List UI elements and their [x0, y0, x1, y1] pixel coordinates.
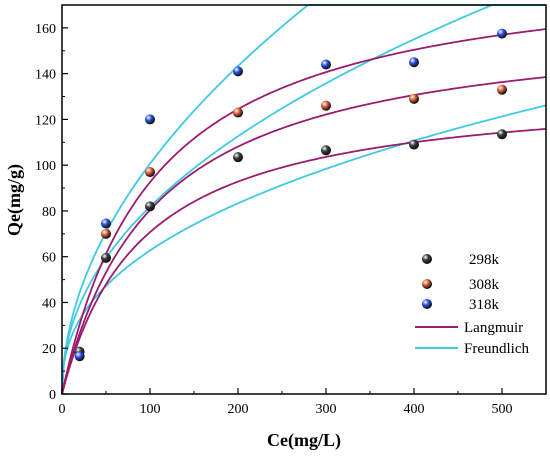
x-tick-label: 100 — [140, 402, 161, 417]
y-tick-label: 80 — [42, 205, 56, 220]
point-318k-6 — [409, 57, 419, 68]
legend-marker-298k — [422, 254, 432, 264]
y-tick-label: 120 — [35, 113, 56, 128]
point-308k-1 — [101, 228, 111, 239]
y-tick-label: 140 — [35, 68, 56, 83]
legend-label-318k: 318k — [469, 297, 500, 313]
point-308k-5 — [409, 93, 419, 104]
point-318k-3 — [145, 114, 155, 125]
langmuir-fit-curve-3 — [61, 28, 547, 395]
langmuir-fit-curve-1 — [61, 128, 547, 395]
legend-label-langmuir: Langmuir — [464, 320, 523, 336]
legend-label-308k: 308k — [469, 277, 500, 293]
x-tick-label: 200 — [228, 402, 249, 417]
point-298k-2 — [101, 252, 111, 263]
point-298k-4 — [233, 152, 243, 163]
x-tick-label: 500 — [492, 402, 513, 417]
point-318k-7 — [497, 28, 507, 39]
x-axis-ticks: 0 100 200 300 400 500 — [59, 388, 513, 417]
y-tick-label: 100 — [35, 159, 56, 174]
point-298k-6 — [409, 139, 419, 150]
freundlich-fit-curve-1 — [61, 104, 547, 395]
data-points — [74, 28, 507, 362]
point-298k-5 — [321, 145, 331, 156]
legend: 298k 308k 318k Langmuir Freundlich — [415, 252, 529, 357]
point-308k-3 — [233, 107, 243, 118]
freundlich-fit-curve-2 — [61, 4, 546, 395]
y-tick-label: 40 — [42, 296, 56, 311]
point-298k-7 — [497, 129, 507, 140]
y-axis-title: Qe(mg/g) — [4, 164, 25, 236]
fit-curves — [61, 4, 547, 395]
point-308k-6 — [497, 84, 507, 95]
point-318k-1 — [74, 351, 85, 362]
point-308k-2 — [145, 167, 155, 178]
point-318k-4 — [233, 66, 243, 77]
x-axis-title: Ce(mg/L) — [267, 430, 341, 451]
point-318k-2 — [101, 218, 111, 229]
legend-label-freundlich: Freundlich — [464, 341, 529, 357]
legend-marker-308k — [422, 279, 432, 289]
point-298k-3 — [145, 201, 155, 212]
x-tick-label: 300 — [316, 402, 337, 417]
langmuir-fit-curve-2 — [61, 76, 547, 395]
x-tick-label: 400 — [404, 402, 425, 417]
plot-frame — [61, 4, 547, 395]
point-318k-5 — [321, 59, 331, 70]
y-tick-label: 160 — [35, 22, 56, 37]
legend-marker-318k — [422, 299, 432, 309]
y-tick-label: 0 — [49, 388, 56, 403]
legend-label-298k: 298k — [469, 252, 500, 268]
y-tick-label: 20 — [42, 342, 56, 357]
y-axis-ticks: 0 20 40 60 80 100 120 140 160 — [35, 22, 68, 403]
point-308k-4 — [321, 100, 331, 111]
y-tick-label: 60 — [42, 251, 56, 266]
x-tick-label: 0 — [59, 402, 66, 417]
